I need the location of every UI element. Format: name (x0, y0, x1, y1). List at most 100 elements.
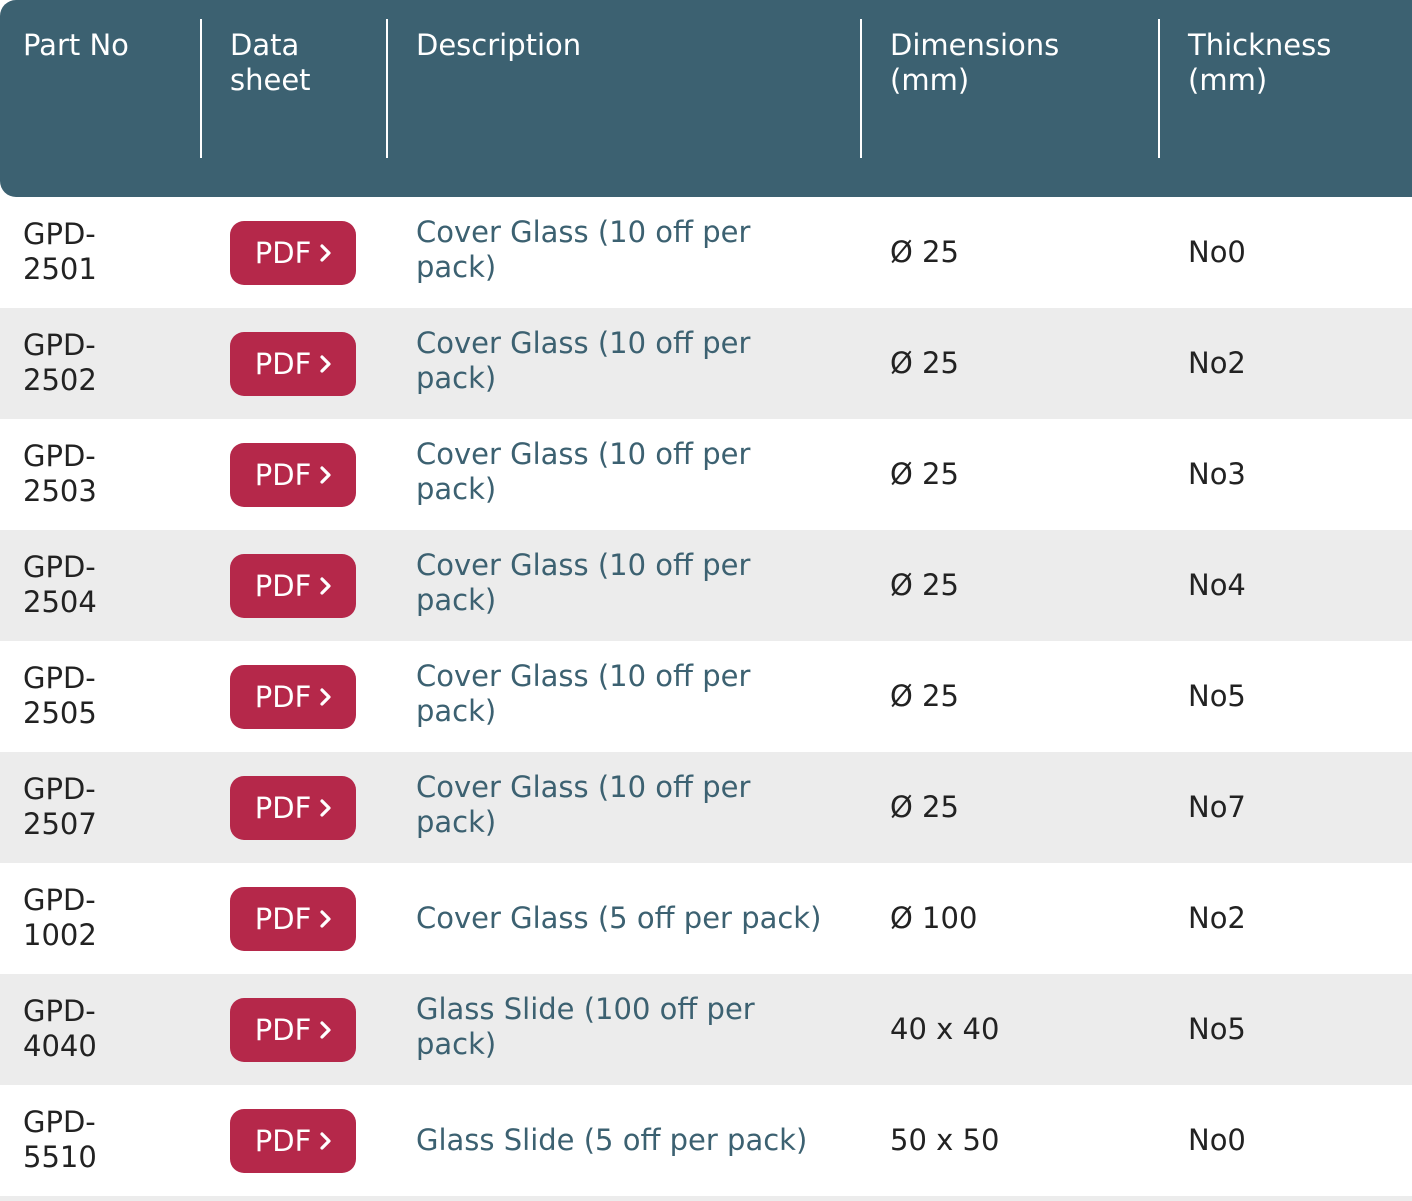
description-line2: pack) (416, 361, 497, 395)
description-line2: pack) (416, 694, 497, 728)
header-thickness-line1: Thickness (1188, 28, 1332, 62)
thickness: No0 (1188, 235, 1246, 269)
part-number: GPD- 2504 (23, 550, 173, 620)
thickness: No2 (1188, 901, 1246, 935)
chevron-right-icon (320, 688, 331, 706)
description-line1: Glass Slide (5 off per pack) (416, 1123, 808, 1157)
pdf-button-label: PDF (254, 569, 312, 603)
thickness: No4 (1188, 568, 1246, 602)
header-data-sheet-line2: sheet (230, 63, 311, 97)
part-number-line2: 2503 (23, 474, 97, 508)
description: Cover Glass (10 off per pack) (416, 215, 836, 285)
dimensions: 40 x 40 (890, 1012, 1000, 1046)
pdf-button-label: PDF (254, 236, 312, 270)
part-number-line2: 2505 (23, 696, 97, 730)
pdf-datasheet-button[interactable]: PDF (230, 443, 356, 507)
header-data-sheet-line1: Data (230, 28, 300, 62)
part-number-line1: GPD- (23, 550, 96, 584)
pdf-datasheet-button[interactable]: PDF (230, 665, 356, 729)
pdf-button-label: PDF (254, 680, 312, 714)
description-line2: pack) (416, 472, 497, 506)
part-number: GPD- 2507 (23, 772, 173, 842)
dimensions: Ø 25 (890, 568, 959, 602)
chevron-right-icon (320, 1021, 331, 1039)
pdf-button-label: PDF (254, 458, 312, 492)
header-divider (386, 19, 388, 158)
table-row: GPD- 2502 PDF Cover Glass (10 off per pack) Ø… (0, 308, 1412, 419)
part-number-line1: GPD- (23, 772, 96, 806)
part-number-line1: GPD- (23, 661, 96, 695)
chevron-right-icon (320, 355, 331, 373)
pdf-datasheet-button[interactable]: PDF (230, 887, 356, 951)
thickness: No5 (1188, 679, 1246, 713)
part-number-line2: 2507 (23, 807, 97, 841)
description-line1: Cover Glass (10 off per (416, 659, 751, 693)
part-number: GPD- 5510 (23, 1105, 173, 1175)
pdf-button-label: PDF (254, 902, 312, 936)
description-line1: Glass Slide (100 off per (416, 992, 755, 1026)
pdf-datasheet-button[interactable]: PDF (230, 332, 356, 396)
description-line2: pack) (416, 583, 497, 617)
header-description: Description (416, 28, 581, 63)
description: Glass Slide (5 off per pack) (416, 1123, 836, 1158)
part-number: GPD- 4040 (23, 994, 173, 1064)
part-number: GPD- 2503 (23, 439, 173, 509)
pdf-datasheet-button[interactable]: PDF (230, 998, 356, 1062)
description-line1: Cover Glass (10 off per (416, 437, 751, 471)
table-row: GPD- 2507 PDF Cover Glass (10 off per pack) Ø… (0, 752, 1412, 863)
dimensions: Ø 25 (890, 235, 959, 269)
part-number-line2: 1002 (23, 918, 97, 952)
header-thickness-line2: (mm) (1188, 63, 1268, 97)
thickness: No0 (1188, 1123, 1246, 1157)
part-number: GPD- 2501 (23, 217, 173, 287)
dimensions: Ø 25 (890, 790, 959, 824)
chevron-right-icon (320, 799, 331, 817)
chevron-right-icon (320, 910, 331, 928)
table-row: GPD- 5510 PDF Glass Slide (5 off per pack) 5… (0, 1085, 1412, 1196)
table-row: GPD- 2503 PDF Cover Glass (10 off per pack) Ø… (0, 419, 1412, 530)
part-number-line1: GPD- (23, 883, 96, 917)
thickness: No3 (1188, 457, 1246, 491)
thickness: No5 (1188, 1012, 1246, 1046)
description: Glass Slide (100 off per pack) (416, 992, 836, 1062)
description: Cover Glass (10 off per pack) (416, 548, 836, 618)
table-body: GPD- 2501 PDF Cover Glass (10 off per pack) Ø… (0, 197, 1412, 1196)
chevron-right-icon (320, 1132, 331, 1150)
pdf-datasheet-button[interactable]: PDF (230, 554, 356, 618)
part-number-line2: 2504 (23, 585, 97, 619)
part-number: GPD- 1002 (23, 883, 173, 953)
description: Cover Glass (10 off per pack) (416, 770, 836, 840)
dimensions: Ø 25 (890, 457, 959, 491)
description: Cover Glass (5 off per pack) (416, 901, 836, 936)
pdf-button-label: PDF (254, 1013, 312, 1047)
pdf-button-label: PDF (254, 791, 312, 825)
dimensions: 50 x 50 (890, 1123, 1000, 1157)
header-divider (1158, 19, 1160, 158)
description-line1: Cover Glass (10 off per (416, 770, 751, 804)
description: Cover Glass (10 off per pack) (416, 659, 836, 729)
description-line1: Cover Glass (10 off per (416, 326, 751, 360)
part-number-line2: 4040 (23, 1029, 97, 1063)
part-number-line2: 5510 (23, 1140, 97, 1174)
chevron-right-icon (320, 244, 331, 262)
header-dimensions-line1: Dimensions (890, 28, 1060, 62)
table-header: Part No Data sheet Description Dimension… (0, 0, 1412, 197)
part-number-line1: GPD- (23, 217, 96, 251)
part-number-line1: GPD- (23, 439, 96, 473)
part-number-line2: 2502 (23, 363, 97, 397)
description-line2: pack) (416, 805, 497, 839)
header-part-no: Part No (23, 28, 129, 63)
table-bottom-divider (0, 1196, 1412, 1201)
description: Cover Glass (10 off per pack) (416, 437, 836, 507)
description-line1: Cover Glass (10 off per (416, 548, 751, 582)
header-divider (200, 19, 202, 158)
pdf-datasheet-button[interactable]: PDF (230, 1109, 356, 1173)
pdf-datasheet-button[interactable]: PDF (230, 221, 356, 285)
thickness: No7 (1188, 790, 1246, 824)
thickness: No2 (1188, 346, 1246, 380)
header-data-sheet: Data sheet (230, 28, 311, 98)
part-number-line1: GPD- (23, 328, 96, 362)
chevron-right-icon (320, 466, 331, 484)
table-row: GPD- 4040 PDF Glass Slide (100 off per pack)… (0, 974, 1412, 1085)
pdf-datasheet-button[interactable]: PDF (230, 776, 356, 840)
